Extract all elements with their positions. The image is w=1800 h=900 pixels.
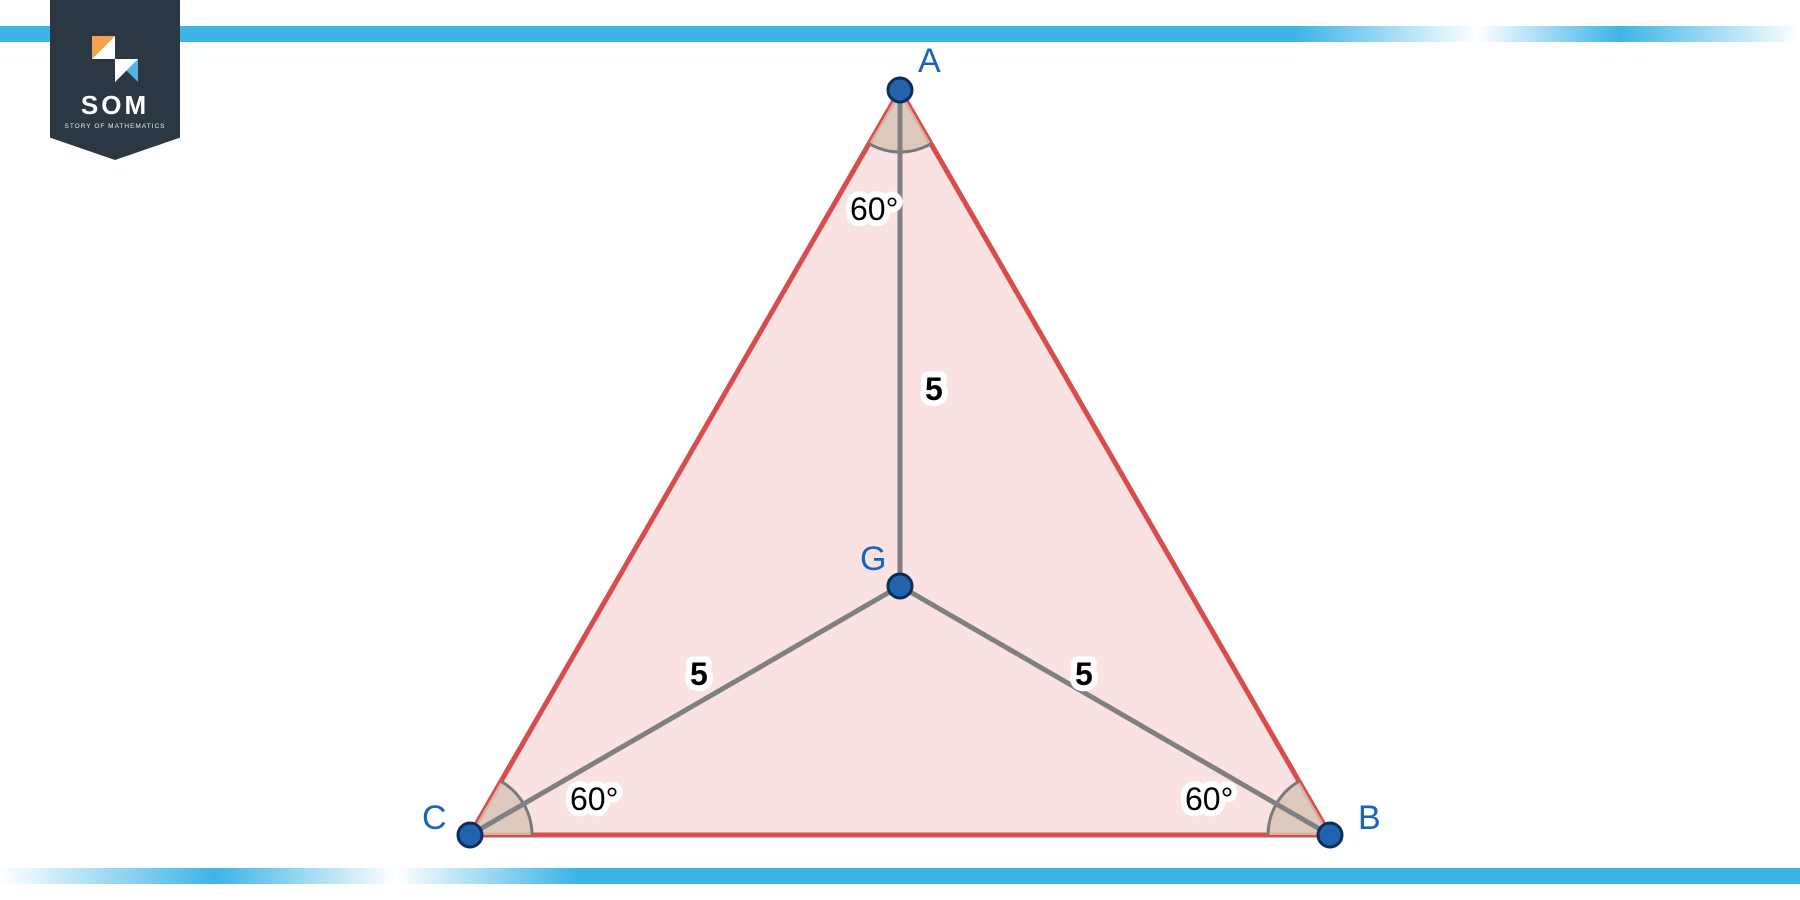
vertex-label-G: G	[860, 540, 886, 578]
angle-label-C: 60°	[570, 781, 618, 817]
point-G	[888, 574, 912, 598]
vertex-label-A: A	[918, 42, 941, 80]
angle-label-A: 60°	[850, 191, 898, 227]
length-label-GB: 5	[1075, 656, 1093, 692]
angle-label-B: 60°	[1185, 781, 1233, 817]
length-label-GC: 5	[690, 656, 708, 692]
triangle-diagram: ABCG60°60°60°60°60°60°555555	[0, 0, 1800, 900]
length-label-GA: 5	[925, 371, 943, 407]
point-A	[888, 78, 912, 102]
figure-canvas: SOM STORY OF MATHEMATICS ABCG60°60°60°60…	[0, 0, 1800, 900]
point-C	[458, 823, 482, 847]
vertex-label-C: C	[422, 799, 447, 837]
point-B	[1318, 823, 1342, 847]
vertex-label-B: B	[1358, 799, 1381, 837]
